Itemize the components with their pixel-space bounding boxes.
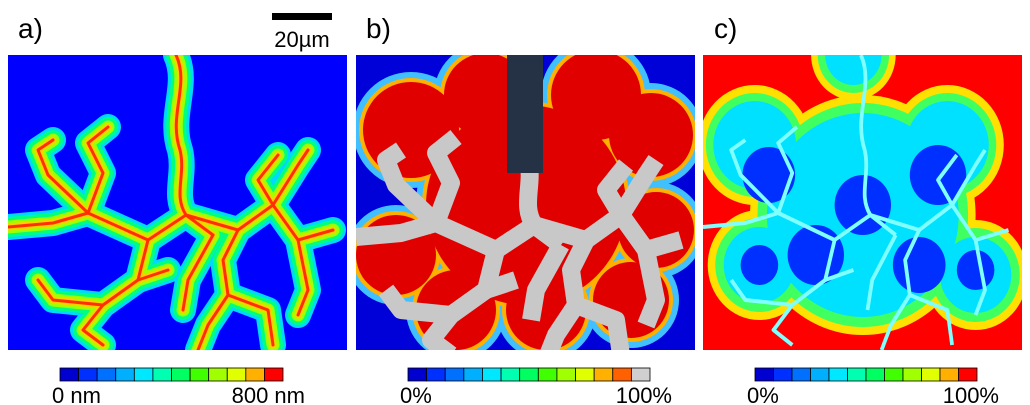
colorbar-segment: [189, 367, 210, 382]
colorbar-segment: [264, 367, 284, 382]
colorbar-segment: [791, 367, 811, 382]
colorbar-segment: [444, 367, 465, 382]
scale-bar: [272, 13, 332, 20]
colorbar-segment: [958, 367, 978, 382]
thickness-map: [8, 55, 347, 350]
colorbar-segment: [245, 367, 265, 382]
colorbar-segment: [463, 367, 483, 382]
colorbar-segment: [630, 367, 651, 382]
colorbar-segment: [754, 367, 774, 382]
colorbars: 0 nm 800 nm 0% 100% 0% 100%: [52, 367, 999, 405]
colorbar-max-label: 100%: [943, 383, 999, 405]
colorbar-segment: [810, 367, 830, 382]
colorbar-segment: [171, 367, 191, 382]
coverage-map: [703, 55, 1022, 350]
colorbar-segment: [865, 367, 885, 382]
scale-bar-label: 20µm: [274, 27, 329, 52]
colorbar-segment: [500, 367, 521, 382]
colorbar-segment: [939, 367, 959, 382]
colorbar-segment: [612, 367, 632, 382]
colorbar-segment: [519, 367, 539, 382]
colorbar-min-label: 0%: [747, 383, 779, 405]
colorbar-segment: [593, 367, 614, 382]
colorbar-segment: [847, 367, 867, 382]
colorbar-segment: [426, 367, 446, 382]
colorbar-segment: [226, 367, 247, 382]
colorbar-max-label: 800 nm: [232, 383, 305, 405]
colorbar-segment: [96, 367, 117, 382]
colorbar-segment: [59, 367, 79, 382]
colorbar-segment: [152, 367, 172, 382]
colorbar-segment: [921, 367, 941, 382]
colorbar-segment: [828, 367, 848, 382]
colorbar-segment: [884, 367, 904, 382]
colorbar-segment: [133, 367, 154, 382]
colorbar-segment: [556, 367, 576, 382]
colorbar-segment: [482, 367, 502, 382]
colorbar-segment: [407, 367, 428, 382]
panel-label: b): [366, 13, 391, 44]
colorbar-min-label: 0 nm: [52, 383, 101, 405]
colorbar-segment: [115, 367, 135, 382]
panel-label: c): [714, 13, 737, 44]
colorbar-segment: [537, 367, 558, 382]
coverage-map: [356, 55, 695, 350]
colorbar-max-label: 100%: [616, 383, 672, 405]
colorbar-segment: [575, 367, 595, 382]
colorbar-segment: [902, 367, 922, 382]
colorbar-segment: [773, 367, 793, 382]
colorbar-segment: [208, 367, 228, 382]
colorbar-segment: [78, 367, 98, 382]
panel-label: a): [18, 13, 43, 44]
colorbar-min-label: 0%: [400, 383, 432, 405]
